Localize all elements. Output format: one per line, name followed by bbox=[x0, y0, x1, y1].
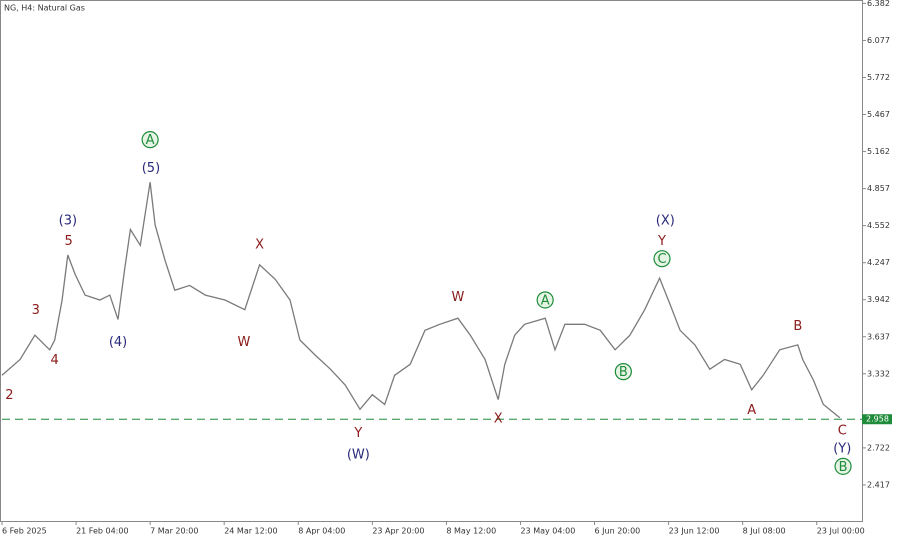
x-tick-label: 23 Jun 12:00 bbox=[669, 527, 720, 536]
y-tick-label: 4.247 bbox=[867, 258, 890, 267]
wave-label: (X) bbox=[656, 213, 675, 228]
x-tick-label: 8 Jul 08:00 bbox=[743, 527, 786, 536]
x-tick-label: 23 Apr 20:00 bbox=[372, 527, 424, 536]
y-tick-label: 2.722 bbox=[867, 443, 890, 452]
wave-label: (5) bbox=[142, 161, 160, 176]
wave-label: C bbox=[657, 252, 666, 267]
x-tick-label: 6 Jun 20:00 bbox=[595, 527, 641, 536]
price-box bbox=[862, 414, 892, 425]
x-tick-label: 8 May 12:00 bbox=[446, 527, 496, 536]
wave-label: (Y) bbox=[833, 442, 851, 457]
x-tick-label: 7 Mar 20:00 bbox=[150, 527, 198, 536]
wave-circle bbox=[834, 457, 852, 475]
wave-label: C bbox=[838, 423, 847, 438]
y-tick-label: 3.637 bbox=[867, 332, 890, 341]
wave-label: Y bbox=[657, 234, 666, 249]
wave-circle bbox=[536, 291, 554, 309]
x-tick-label: 23 May 04:00 bbox=[520, 527, 575, 536]
wave-label: (3) bbox=[59, 213, 77, 228]
x-tick-label: 24 Mar 12:00 bbox=[224, 527, 277, 536]
y-tick-label: 5.467 bbox=[867, 110, 890, 119]
wave-label: 4 bbox=[51, 353, 59, 368]
wave-circle bbox=[614, 363, 632, 381]
chart-title: NG, H4: Natural Gas bbox=[4, 4, 85, 13]
x-tick-label: 6 Feb 2025 bbox=[2, 527, 47, 536]
wave-circle bbox=[653, 250, 671, 268]
wave-label: Y bbox=[353, 426, 362, 441]
wave-label: X bbox=[255, 238, 264, 253]
plot-frame bbox=[0, 0, 863, 522]
y-tick-label: 4.552 bbox=[867, 221, 890, 230]
price-label: 2.958 bbox=[866, 415, 889, 424]
y-tick-label: 4.857 bbox=[867, 184, 890, 193]
wave-label: 2 bbox=[5, 388, 13, 403]
y-tick-label: 6.382 bbox=[867, 0, 890, 8]
y-tick-label: 5.772 bbox=[867, 73, 890, 82]
wave-label: B bbox=[619, 365, 628, 380]
y-tick-label: 5.162 bbox=[867, 147, 890, 156]
y-tick-label: 3.942 bbox=[867, 295, 890, 304]
wave-label: A bbox=[541, 293, 550, 308]
wave-label: B bbox=[793, 319, 802, 334]
wave-label: 5 bbox=[65, 234, 73, 249]
y-tick-label: 2.417 bbox=[867, 480, 890, 489]
price-line bbox=[1, 182, 841, 419]
x-tick-label: 8 Apr 04:00 bbox=[298, 527, 345, 536]
wave-label: W bbox=[451, 290, 464, 305]
wave-label: W bbox=[238, 335, 251, 350]
wave-label: A bbox=[146, 133, 155, 148]
wave-label: B bbox=[839, 460, 848, 475]
wave-label: A bbox=[747, 403, 756, 418]
x-tick-label: 21 Feb 04:00 bbox=[76, 527, 128, 536]
wave-label: X bbox=[494, 411, 503, 426]
wave-circle bbox=[141, 131, 159, 149]
wave-label: (W) bbox=[347, 448, 370, 463]
wave-label: 3 bbox=[32, 303, 40, 318]
wave-label: (4) bbox=[109, 335, 127, 350]
y-tick-label: 6.077 bbox=[867, 36, 890, 45]
x-tick-label: 23 Jul 00:00 bbox=[817, 527, 865, 536]
y-tick-label: 3.332 bbox=[867, 369, 890, 378]
